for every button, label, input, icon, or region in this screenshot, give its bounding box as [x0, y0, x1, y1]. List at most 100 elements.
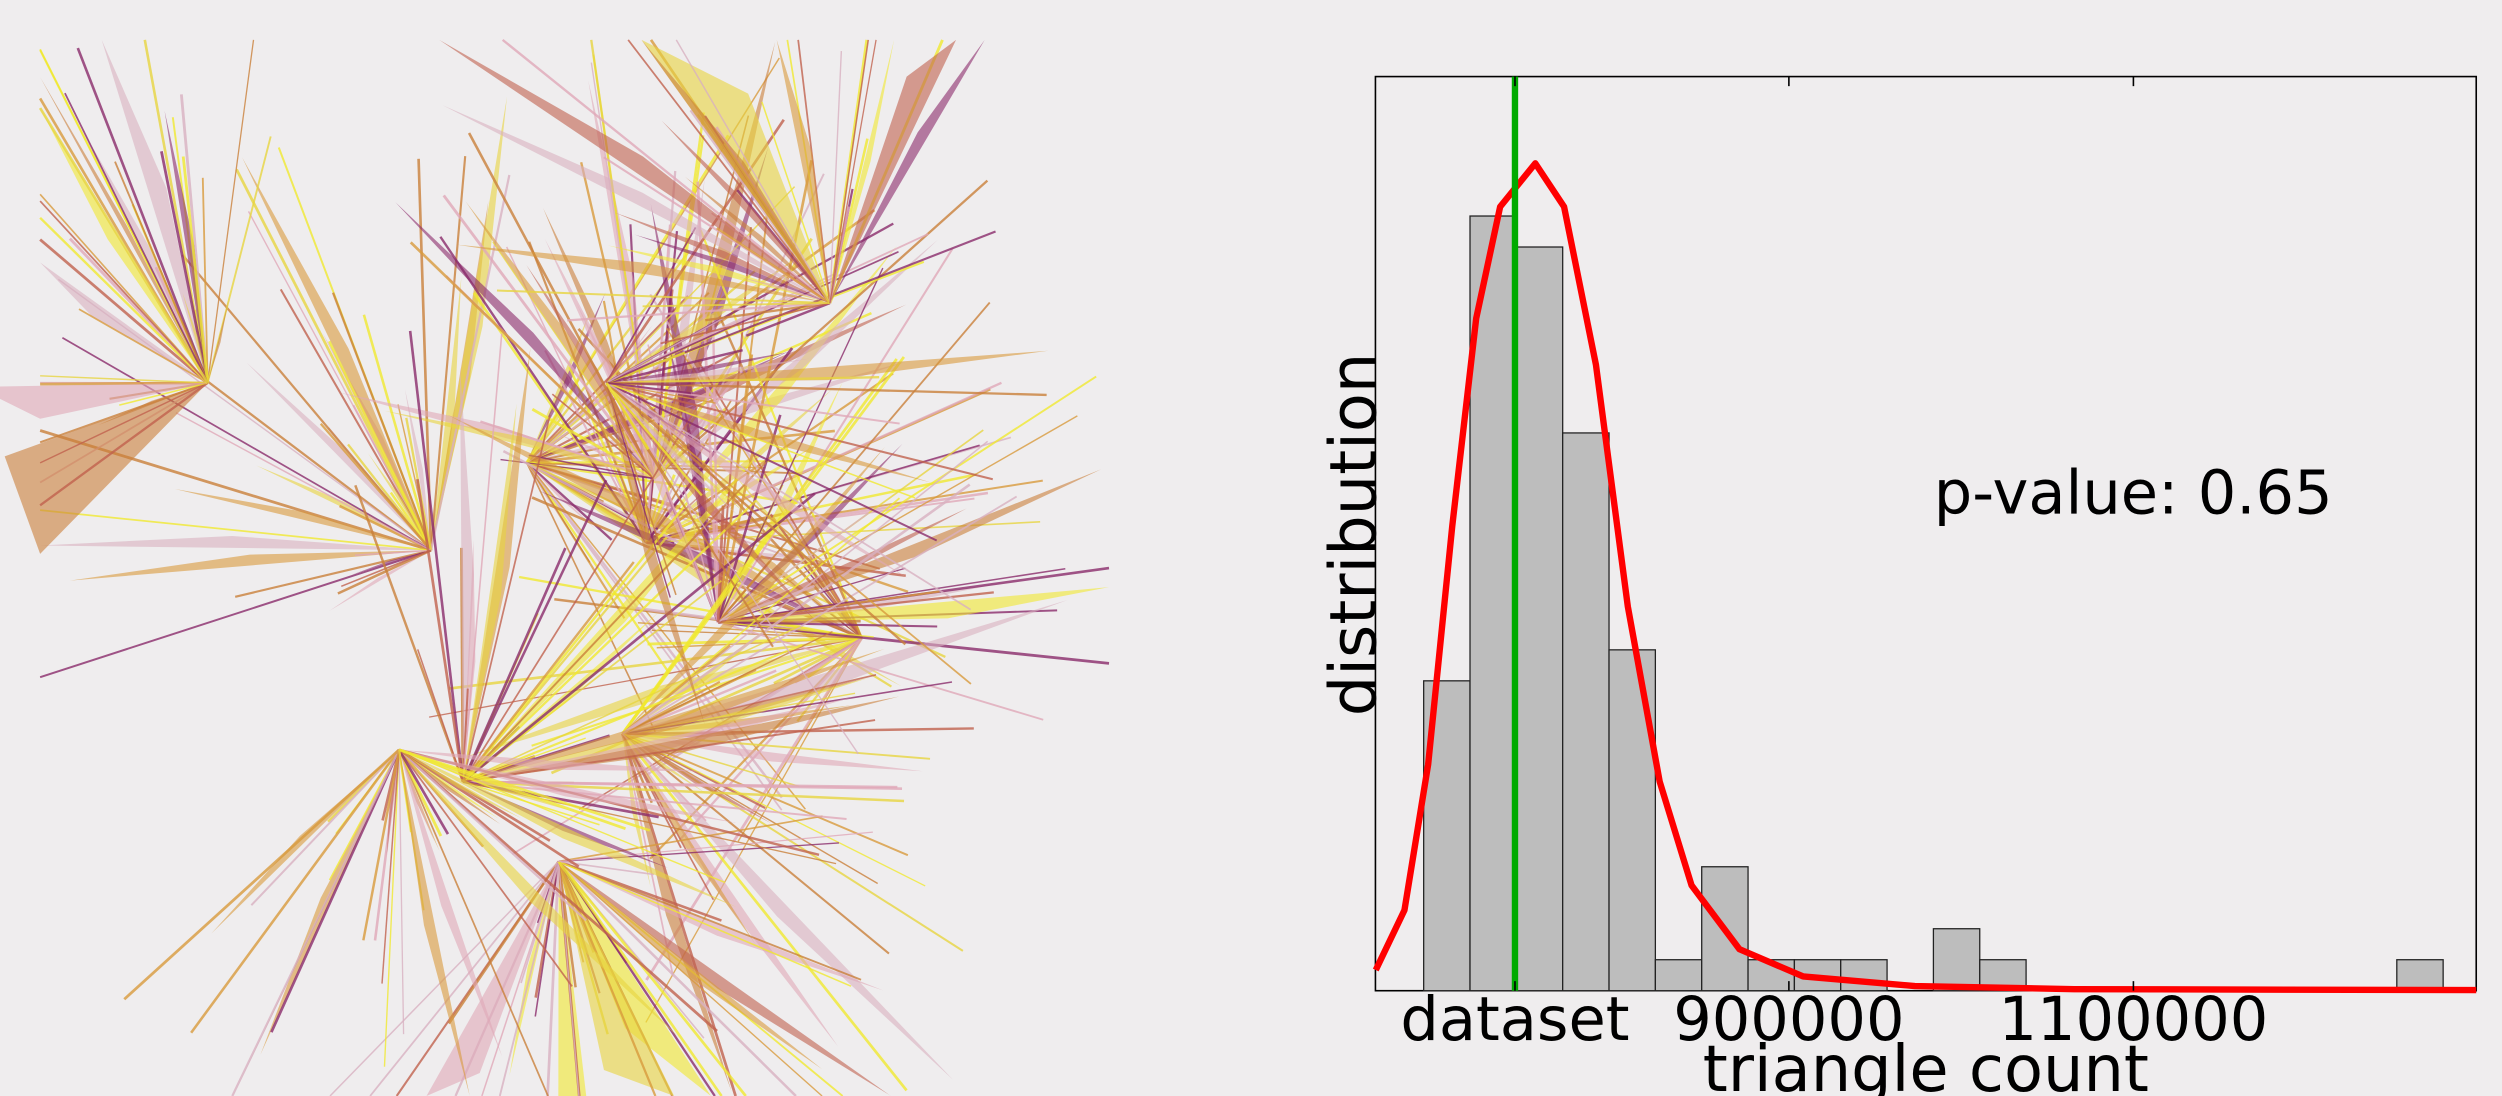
- network-edge: [398, 749, 405, 1035]
- network-edge: [660, 302, 831, 345]
- network-edge: [773, 636, 863, 685]
- network-edge: [606, 375, 880, 385]
- network-wedge: [329, 550, 431, 611]
- network-edge: [606, 316, 725, 384]
- fit-curve: [1372, 160, 2477, 994]
- network-edge: [675, 39, 831, 304]
- network-wedge: [606, 382, 739, 516]
- network-edge: [369, 860, 560, 1096]
- network-edge: [398, 749, 726, 884]
- network-edge: [606, 381, 994, 481]
- network-wedge: [718, 508, 967, 623]
- network-edge: [319, 422, 432, 552]
- network-edge: [558, 860, 862, 981]
- network-edge: [40, 375, 208, 384]
- network-edge: [496, 289, 830, 305]
- network-wedge: [526, 370, 585, 463]
- network-edge: [398, 749, 573, 987]
- network-edge: [646, 479, 1043, 544]
- network-edge: [605, 382, 671, 598]
- network-drawing: [0, 38, 1110, 1096]
- network-edge: [39, 216, 209, 384]
- network-edge: [447, 860, 560, 1025]
- network-edge: [123, 748, 401, 1001]
- network-edge: [717, 415, 1078, 623]
- network-wedge: [338, 392, 655, 479]
- network-wedge: [678, 498, 862, 639]
- network-edge: [270, 749, 401, 1033]
- network-edge: [331, 292, 433, 551]
- plot-frame: [1374, 75, 2478, 992]
- network-wedge: [718, 587, 1110, 623]
- network-edge: [829, 51, 843, 304]
- network-edge: [718, 567, 1066, 623]
- network-edge: [557, 860, 747, 1096]
- network-edge: [234, 549, 432, 598]
- network-wedge: [233, 749, 400, 1096]
- network-edge: [462, 719, 876, 783]
- network-edge: [621, 733, 674, 976]
- network-edge: [557, 861, 657, 1096]
- network-edge: [207, 39, 255, 383]
- bar: [1932, 928, 1981, 992]
- network-edge: [520, 861, 560, 984]
- bar: [1654, 959, 1703, 992]
- network-edge: [606, 381, 938, 542]
- network-edge: [605, 382, 650, 451]
- network-edge: [61, 337, 432, 552]
- network-wedge: [40, 535, 431, 551]
- network-edge: [397, 749, 450, 835]
- network-edge: [39, 549, 432, 679]
- network-edge: [606, 382, 972, 611]
- network-wedge: [430, 200, 489, 551]
- network-edge: [398, 748, 587, 922]
- network-wedge: [606, 352, 790, 383]
- network-edge: [247, 211, 432, 551]
- bar: [1562, 432, 1610, 992]
- network-edge: [558, 860, 852, 987]
- network-edge: [705, 301, 830, 322]
- network-wedge: [462, 696, 855, 782]
- network-edge: [337, 549, 432, 595]
- network-edge: [461, 547, 567, 783]
- network-wedge: [654, 276, 727, 479]
- network-edge: [606, 250, 899, 384]
- network-edge: [525, 462, 670, 674]
- network-wedge: [462, 648, 885, 782]
- network-edge: [558, 842, 840, 863]
- network-wedge: [447, 414, 862, 639]
- network-edge: [462, 406, 698, 783]
- network-edge: [175, 412, 432, 552]
- network-edge: [745, 301, 831, 337]
- network-edge: [567, 302, 830, 322]
- network-edge: [354, 484, 465, 783]
- network-edge: [429, 174, 511, 551]
- network-wedge: [399, 749, 440, 852]
- network-edge: [467, 132, 656, 480]
- network-wedge: [606, 381, 735, 387]
- network-wedge: [399, 749, 499, 819]
- network-wedge: [661, 120, 830, 304]
- network-edge: [606, 381, 692, 395]
- network-wedge: [606, 382, 747, 515]
- network-edge: [201, 177, 209, 383]
- network-wedge: [399, 749, 680, 1038]
- network-edge: [381, 749, 400, 984]
- network-edge: [605, 382, 677, 596]
- network-wedge: [399, 749, 737, 823]
- network-edge: [605, 382, 859, 755]
- network-edge: [606, 382, 916, 499]
- network-edge: [492, 241, 655, 479]
- network-edge: [76, 47, 209, 384]
- network-wedge: [174, 488, 431, 551]
- network-edge: [354, 549, 432, 557]
- network-wedge: [634, 234, 830, 304]
- bar: [1608, 649, 1657, 992]
- network-edge: [621, 644, 731, 735]
- network-wedge: [460, 367, 474, 782]
- network-edge: [627, 39, 831, 304]
- network-edge: [408, 330, 465, 782]
- network-edge: [398, 749, 549, 1096]
- network-edge: [191, 368, 432, 552]
